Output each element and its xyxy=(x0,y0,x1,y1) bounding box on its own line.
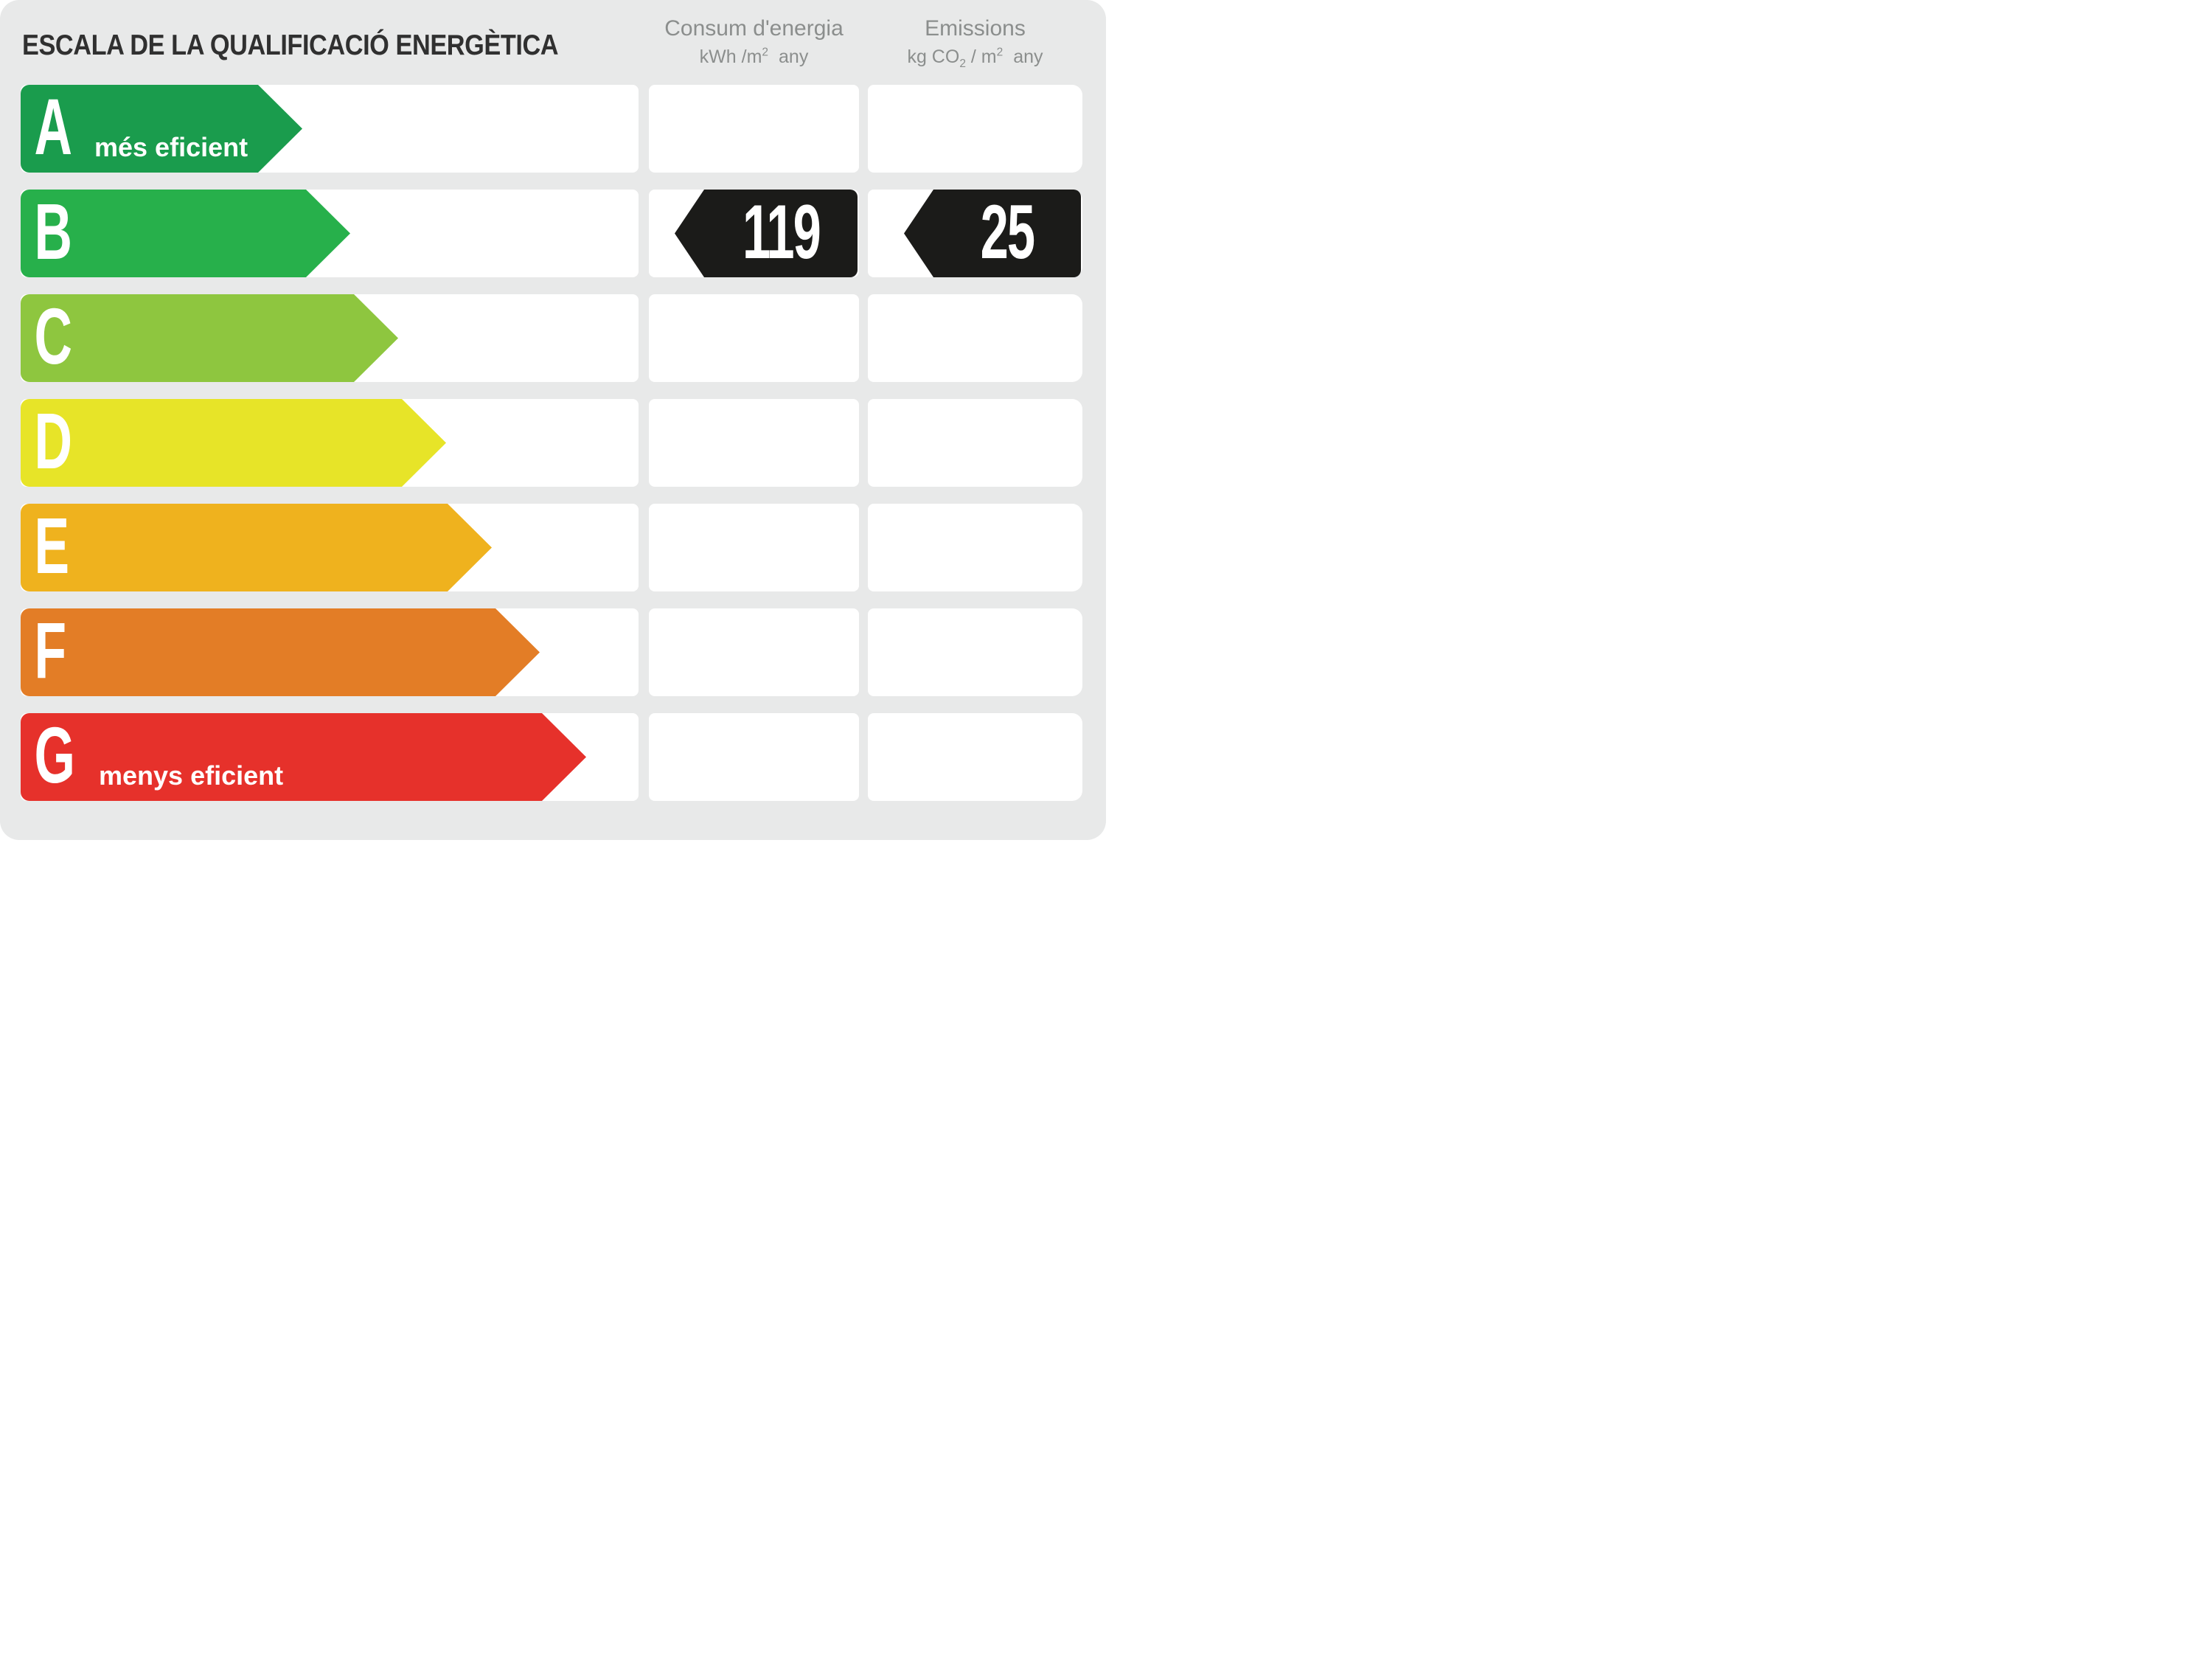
consum-value: 119 xyxy=(742,189,821,275)
emissions-cell xyxy=(868,713,1082,801)
left-arrow-tip-icon xyxy=(904,190,933,277)
consum-value-arrow: 119 xyxy=(675,190,858,277)
rating-row-a: A més eficient xyxy=(0,85,1106,173)
rating-row-b: 119 25 B xyxy=(0,190,1106,277)
rating-bar-b: B xyxy=(21,190,350,277)
rating-bar-body: C xyxy=(21,294,354,382)
rating-bar-body: A més eficient xyxy=(21,85,258,173)
rating-bar-body: D xyxy=(21,399,402,487)
rating-bar-body: E xyxy=(21,504,448,591)
consum-cell xyxy=(649,608,859,696)
rating-letter: F xyxy=(34,605,67,695)
consum-cell xyxy=(649,504,859,591)
emissions-cell xyxy=(868,294,1082,382)
consum-column-header: Consum d'energia kWh /m2 any xyxy=(649,16,859,68)
rating-row-f: F xyxy=(0,608,1106,696)
emissions-unit-sub: 2 xyxy=(959,58,966,70)
arrow-tip-icon xyxy=(542,713,586,801)
rating-bar-body: F xyxy=(21,608,495,696)
rating-bar-body: B xyxy=(21,190,306,277)
emissions-cell xyxy=(868,504,1082,591)
page-title: ESCALA DE LA QUALIFICACIÓ ENERGÈTICA xyxy=(22,29,559,61)
arrow-tip-icon xyxy=(402,399,446,487)
consum-unit-main: kWh /m xyxy=(699,46,762,67)
rating-bar-f: F xyxy=(21,608,540,696)
consum-cell xyxy=(649,399,859,487)
rating-bar-g: G menys eficient xyxy=(21,713,586,801)
emissions-value: 25 xyxy=(980,189,1035,275)
emissions-column-header: Emissions kg CO2 / m2 any xyxy=(868,16,1082,70)
consum-column-unit: kWh /m2 any xyxy=(649,46,859,68)
rating-row-g: G menys eficient xyxy=(0,713,1106,801)
rating-bar-c: C xyxy=(21,294,398,382)
arrow-tip-icon xyxy=(258,85,302,173)
consum-column-title: Consum d'energia xyxy=(664,16,844,41)
rating-letter: E xyxy=(34,500,70,590)
consum-cell xyxy=(649,294,859,382)
rating-row-c: C xyxy=(0,294,1106,382)
emissions-cell: 25 xyxy=(868,190,1082,277)
emissions-unit-mid: / m xyxy=(965,46,997,67)
most-efficient-label: més eficient xyxy=(94,131,248,162)
consum-unit-suffix: any xyxy=(779,46,809,67)
rating-letter: C xyxy=(34,291,72,381)
emissions-unit-sup: 2 xyxy=(996,46,1004,59)
emissions-unit-main: kg CO xyxy=(907,46,960,67)
consum-unit-sup: 2 xyxy=(762,46,769,59)
emissions-cell xyxy=(868,608,1082,696)
rating-row-e: E xyxy=(0,504,1106,591)
emissions-column-title: Emissions xyxy=(925,16,1026,41)
rating-rows: A més eficient 119 xyxy=(0,85,1106,818)
rating-letter: B xyxy=(34,186,72,276)
arrow-tip-icon xyxy=(306,190,350,277)
rating-letter: D xyxy=(34,395,72,485)
energy-scale-panel: ESCALA DE LA QUALIFICACIÓ ENERGÈTICA Con… xyxy=(0,0,1106,840)
emissions-cell xyxy=(868,399,1082,487)
emissions-unit-suffix: any xyxy=(1013,46,1043,67)
arrow-tip-icon xyxy=(448,504,492,591)
consum-value-body: 119 xyxy=(704,190,858,277)
rating-bar-e: E xyxy=(21,504,492,591)
arrow-tip-icon xyxy=(495,608,540,696)
emissions-value-arrow: 25 xyxy=(904,190,1081,277)
least-efficient-label: menys eficient xyxy=(99,760,284,791)
rating-letter: G xyxy=(34,709,75,799)
left-arrow-tip-icon xyxy=(675,190,704,277)
consum-cell xyxy=(649,713,859,801)
emissions-column-unit: kg CO2 / m2 any xyxy=(868,46,1082,70)
rating-letter: A xyxy=(34,81,72,171)
arrow-tip-icon xyxy=(354,294,398,382)
emissions-value-body: 25 xyxy=(933,190,1081,277)
rating-bar-body: G menys eficient xyxy=(21,713,542,801)
emissions-cell xyxy=(868,85,1082,173)
rating-row-d: D xyxy=(0,399,1106,487)
consum-cell: 119 xyxy=(649,190,859,277)
consum-cell xyxy=(649,85,859,173)
rating-bar-a: A més eficient xyxy=(21,85,302,173)
rating-bar-d: D xyxy=(21,399,446,487)
